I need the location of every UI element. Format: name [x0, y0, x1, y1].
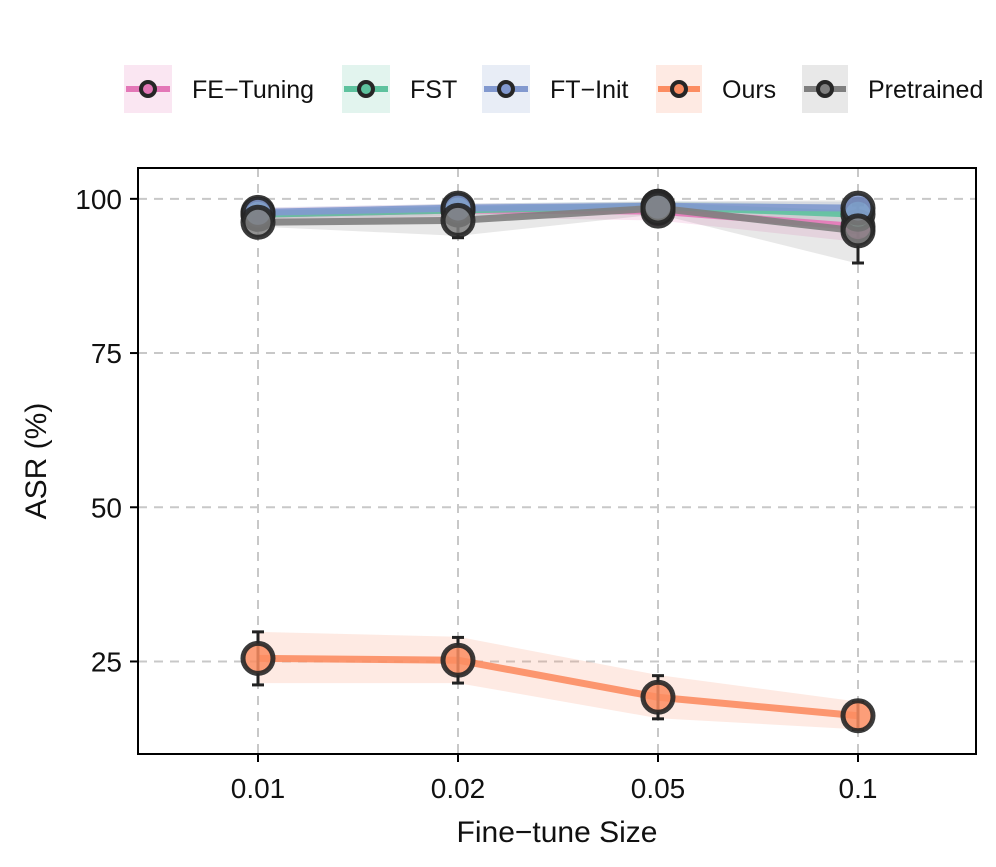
legend-label-fe-tuning: FE−Tuning [192, 76, 314, 104]
y-tick-label: 50 [91, 492, 122, 523]
point-pretrained [840, 213, 876, 249]
x-tick-label: 0.1 [839, 773, 878, 804]
legend-item-pretrained: Pretrained [802, 65, 983, 113]
point-ours [640, 679, 676, 715]
legend-label-pretrained: Pretrained [868, 76, 983, 104]
x-tick-label: 0.02 [431, 773, 486, 804]
legend-swatch-marker [670, 80, 688, 98]
legend-swatch-marker [357, 80, 375, 98]
x-tick-label: 0.01 [231, 773, 286, 804]
y-axis-ticks: 25 50 75 100 [75, 184, 138, 677]
line-ft-init [257, 202, 859, 216]
y-tick-label: 25 [91, 646, 122, 677]
plot-frame [137, 167, 977, 755]
legend-item-fe-tuning: FE−Tuning [124, 65, 314, 113]
x-axis-title: Fine−tune Size [457, 816, 658, 849]
point-pretrained [240, 204, 276, 240]
line-ours [257, 654, 859, 720]
line-pretrained [257, 204, 859, 235]
confidence-bands [258, 200, 858, 730]
y-tick-label: 75 [91, 338, 122, 369]
y-axis-title: ASR (%) [20, 403, 53, 520]
legend-item-ft-init: FT−Init [482, 65, 629, 113]
legend-label-fst: FST [410, 76, 457, 104]
point-ours [440, 642, 476, 678]
point-pretrained [640, 190, 676, 226]
legend: FE−Tuning FST FT−Init Ours Pretrained [124, 65, 983, 113]
x-tick-label: 0.05 [631, 773, 686, 804]
series-lines [257, 202, 859, 720]
point-ours [240, 640, 276, 676]
legend-swatch-marker [816, 80, 834, 98]
legend-label-ours: Ours [722, 76, 776, 104]
legend-item-ours: Ours [656, 65, 776, 113]
legend-label-ft-init: FT−Init [550, 76, 629, 104]
x-axis-ticks: 0.01 0.02 0.05 0.1 [231, 754, 878, 804]
point-pretrained [440, 202, 476, 238]
point-ours [840, 698, 876, 734]
legend-item-fst: FST [342, 65, 457, 113]
legend-swatch-marker [139, 80, 157, 98]
legend-swatch-marker [497, 80, 515, 98]
y-tick-label: 100 [75, 184, 122, 215]
data-points [240, 188, 876, 734]
